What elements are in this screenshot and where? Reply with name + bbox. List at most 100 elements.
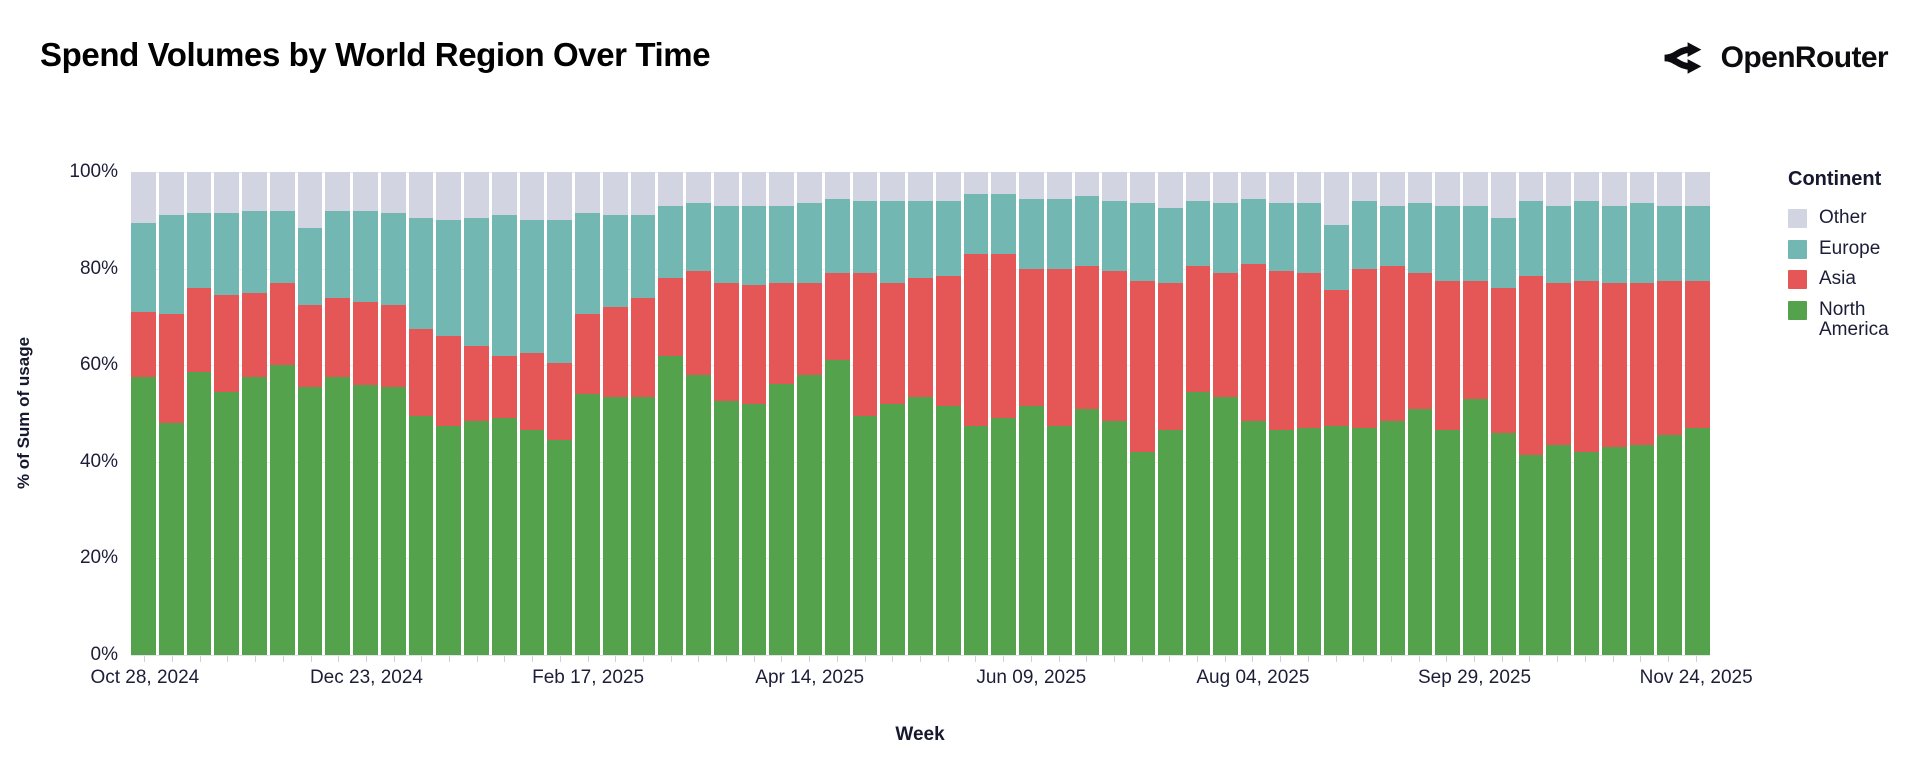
bar-segment-europe[interactable] [1574, 200, 1599, 281]
bar-segment-europe[interactable] [297, 227, 323, 305]
bar-week-sep-01-2025[interactable] [1352, 172, 1377, 655]
bar-segment-europe[interactable] [214, 213, 239, 296]
bar-segment-north-america[interactable] [131, 377, 156, 655]
bar-segment-europe[interactable] [1241, 198, 1266, 264]
bar-week-jul-28-2025[interactable] [1213, 172, 1238, 655]
bar-week-apr-28-2025[interactable] [852, 172, 878, 655]
bar-segment-north-america[interactable] [380, 386, 406, 655]
bar-segment-asia[interactable] [1241, 263, 1266, 421]
bar-segment-europe[interactable] [1130, 203, 1155, 281]
bar-segment-europe[interactable] [1157, 208, 1183, 284]
bar-week-jan-13-2025[interactable] [436, 172, 461, 655]
bar-segment-asia[interactable] [1268, 271, 1294, 431]
bar-segment-north-america[interactable] [464, 420, 489, 655]
bar-week-apr-14-2025[interactable] [797, 172, 822, 655]
bar-segment-other[interactable] [1324, 172, 1349, 226]
bar-segment-europe[interactable] [1629, 203, 1655, 284]
bar-segment-europe[interactable] [880, 200, 905, 284]
bar-segment-asia[interactable] [1185, 266, 1211, 392]
bar-segment-other[interactable] [1130, 172, 1155, 204]
bar-segment-north-america[interactable] [963, 425, 989, 655]
bar-week-oct-13-2025[interactable] [1518, 172, 1544, 655]
bar-segment-other[interactable] [491, 172, 517, 216]
bar-segment-other[interactable] [1435, 172, 1460, 206]
bar-segment-europe[interactable] [658, 205, 683, 279]
bar-segment-asia[interactable] [1296, 273, 1322, 428]
bar-week-apr-21-2025[interactable] [824, 172, 850, 655]
bar-segment-north-america[interactable] [408, 415, 434, 655]
bar-segment-north-america[interactable] [297, 386, 323, 655]
bar-segment-north-america[interactable] [1046, 425, 1072, 655]
bar-week-aug-11-2025[interactable] [1268, 172, 1294, 655]
bar-segment-other[interactable] [1268, 172, 1294, 204]
bar-segment-europe[interactable] [1296, 203, 1322, 274]
bar-segment-other[interactable] [158, 172, 184, 216]
bar-segment-asia[interactable] [1657, 280, 1682, 436]
bar-segment-asia[interactable] [519, 353, 545, 431]
bar-segment-asia[interactable] [575, 314, 600, 395]
bar-segment-north-america[interactable] [436, 425, 461, 655]
bar-segment-asia[interactable] [1463, 280, 1488, 399]
bar-segment-asia[interactable] [741, 285, 767, 404]
bar-segment-north-america[interactable] [1074, 408, 1100, 655]
bar-segment-other[interactable] [908, 172, 933, 201]
bar-segment-north-america[interactable] [630, 396, 656, 655]
bar-segment-asia[interactable] [1629, 283, 1655, 445]
bar-segment-europe[interactable] [353, 210, 378, 303]
bar-segment-north-america[interactable] [491, 418, 517, 655]
bar-segment-europe[interactable] [186, 213, 212, 288]
bar-segment-asia[interactable] [1601, 283, 1627, 448]
bar-segment-other[interactable] [880, 172, 905, 201]
bar-segment-other[interactable] [380, 172, 406, 214]
bar-segment-europe[interactable] [1435, 205, 1460, 281]
bar-week-nov-11-2024[interactable] [186, 172, 212, 655]
bar-week-nov-25-2024[interactable] [242, 172, 267, 655]
bar-segment-north-america[interactable] [1490, 432, 1516, 655]
bar-segment-asia[interactable] [1046, 268, 1072, 426]
bar-week-mar-31-2025[interactable] [741, 172, 767, 655]
bar-segment-asia[interactable] [325, 297, 350, 378]
bar-segment-other[interactable] [464, 172, 489, 218]
bar-segment-north-america[interactable] [1379, 420, 1405, 655]
bar-segment-other[interactable] [1241, 172, 1266, 199]
bar-segment-north-america[interactable] [519, 430, 545, 655]
bar-segment-asia[interactable] [547, 362, 572, 441]
bar-week-oct-27-2025[interactable] [1574, 172, 1599, 655]
bar-segment-europe[interactable] [991, 193, 1016, 255]
bar-segment-north-america[interactable] [1629, 444, 1655, 655]
bar-segment-asia[interactable] [713, 283, 739, 402]
bar-segment-asia[interactable] [1102, 271, 1127, 421]
bar-segment-europe[interactable] [491, 215, 517, 356]
bar-segment-europe[interactable] [1046, 198, 1072, 269]
bar-week-nov-24-2025[interactable] [1685, 172, 1710, 655]
bar-segment-north-america[interactable] [1019, 406, 1044, 655]
bar-segment-other[interactable] [547, 172, 572, 221]
bar-segment-other[interactable] [297, 172, 323, 228]
bar-segment-europe[interactable] [1213, 203, 1238, 274]
bar-segment-asia[interactable] [880, 283, 905, 404]
bar-segment-north-america[interactable] [769, 384, 794, 655]
bar-segment-north-america[interactable] [1241, 420, 1266, 655]
bar-segment-north-america[interactable] [353, 384, 378, 655]
bar-segment-asia[interactable] [658, 278, 683, 356]
bar-week-dec-02-2024[interactable] [269, 172, 295, 655]
bar-segment-europe[interactable] [436, 220, 461, 337]
bar-week-nov-18-2024[interactable] [214, 172, 239, 655]
bar-segment-asia[interactable] [464, 345, 489, 421]
bar-segment-other[interactable] [131, 172, 156, 223]
bar-week-nov-10-2025[interactable] [1629, 172, 1655, 655]
bar-segment-other[interactable] [1574, 172, 1599, 201]
bar-segment-other[interactable] [1629, 172, 1655, 204]
bar-week-jun-02-2025[interactable] [991, 172, 1016, 655]
bar-week-mar-17-2025[interactable] [686, 172, 711, 655]
bar-segment-europe[interactable] [1546, 205, 1571, 284]
bar-week-feb-10-2025[interactable] [547, 172, 572, 655]
bar-segment-other[interactable] [1379, 172, 1405, 206]
bar-week-jun-23-2025[interactable] [1074, 172, 1100, 655]
bar-segment-north-america[interactable] [908, 396, 933, 655]
bar-segment-north-america[interactable] [186, 372, 212, 655]
bar-segment-other[interactable] [1046, 172, 1072, 199]
bar-segment-other[interactable] [408, 172, 434, 218]
bar-segment-other[interactable] [186, 172, 212, 214]
bar-segment-other[interactable] [436, 172, 461, 221]
